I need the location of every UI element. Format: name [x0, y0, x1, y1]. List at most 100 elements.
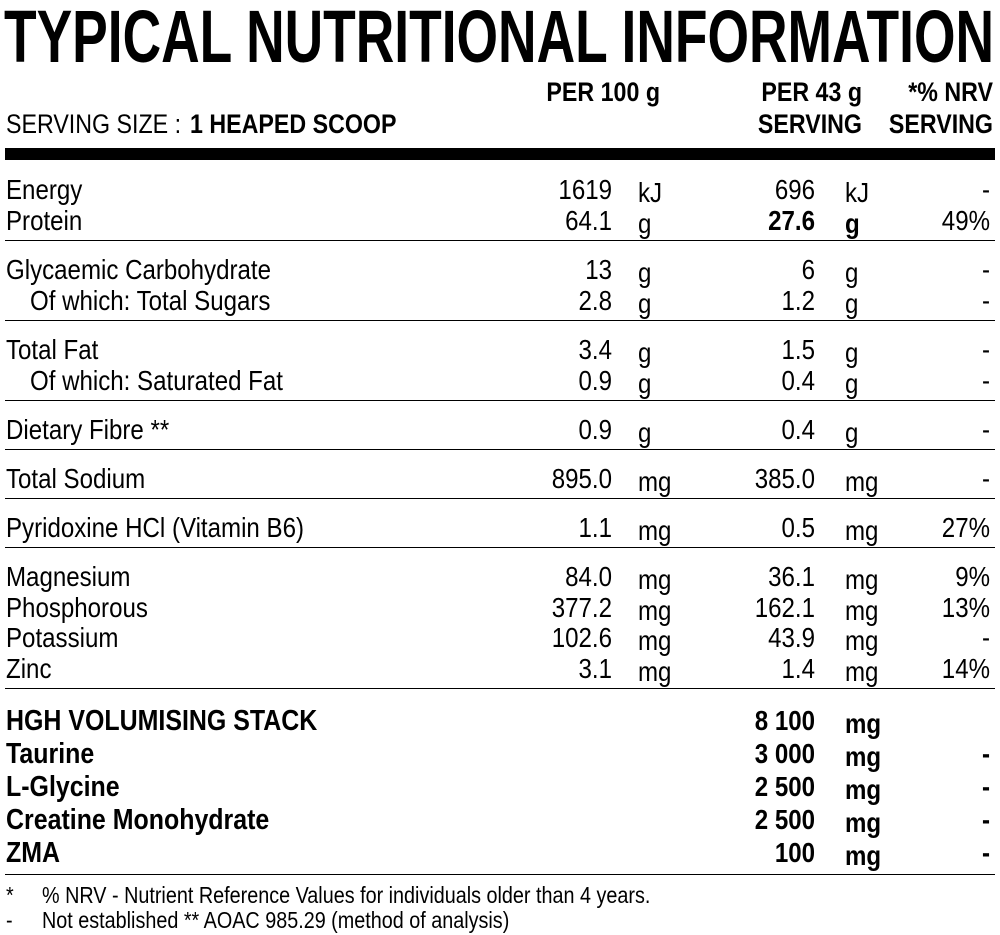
unit-per-100g: mg — [638, 625, 672, 656]
value-per-serving: 1.4 — [781, 652, 815, 684]
footnote-mark: - — [6, 907, 13, 933]
nutrient-name: Potassium — [6, 622, 119, 653]
nrv-value: 27% — [941, 512, 990, 543]
value-per-100g: 13 — [585, 254, 612, 285]
nrv-value: - — [981, 364, 990, 396]
row-divider — [5, 547, 995, 548]
nrv-value: - — [981, 622, 990, 653]
row-divider — [5, 498, 995, 499]
serving-size-value: 1 HEAPED SCOOP — [190, 109, 397, 139]
nrv-value: - — [981, 174, 990, 205]
column-header: SERVING — [757, 109, 862, 139]
unit-per-100g: mg — [638, 515, 672, 546]
value-per-100g: 0.9 — [578, 364, 612, 396]
nutrient-name: ZMA — [6, 837, 61, 869]
row-divider — [5, 400, 995, 401]
nutrient-name: L-Glycine — [6, 771, 120, 803]
value-per-serving: 0.4 — [781, 414, 815, 445]
value-per-100g: 1619 — [558, 174, 612, 205]
nrv-value: 13% — [941, 591, 990, 623]
value-per-serving: 6 — [801, 254, 815, 285]
unit-per-serving: mg — [845, 594, 879, 626]
unit-per-serving: mg — [845, 708, 882, 739]
unit-per-serving: mg — [845, 807, 882, 838]
row-divider — [5, 874, 995, 875]
unit-per-serving: mg — [845, 840, 882, 871]
unit-per-serving: mg — [845, 515, 879, 546]
nrv-value: - — [981, 837, 990, 868]
row-divider — [5, 449, 995, 450]
footnote-text: Not established ** AOAC 985.29 (method o… — [42, 907, 510, 933]
unit-per-serving: g — [845, 207, 860, 239]
nutrient-name: Total Fat — [6, 334, 99, 365]
unit-per-100g: g — [638, 257, 652, 288]
value-per-100g: 1.1 — [578, 512, 612, 543]
unit-per-100g: mg — [638, 655, 672, 687]
nutrient-name: Total Sodium — [6, 463, 146, 494]
value-per-serving: 2 500 — [754, 771, 815, 802]
column-header: PER 100 g — [546, 77, 660, 107]
nrv-value: - — [981, 414, 990, 445]
unit-per-serving: mg — [845, 625, 879, 656]
row-divider — [5, 688, 995, 689]
unit-per-serving: mg — [845, 741, 882, 772]
title: TYPICAL NUTRITIONAL INFORMATION — [4, 0, 994, 70]
nrv-value: 49% — [941, 204, 990, 236]
value-per-serving: 2 500 — [754, 804, 815, 835]
nutrient-name: Magnesium — [6, 561, 131, 592]
nrv-value: - — [981, 463, 990, 494]
unit-per-serving: g — [845, 367, 859, 399]
header-bar — [5, 148, 995, 160]
unit-per-serving: mg — [845, 655, 879, 687]
unit-per-100g: mg — [638, 466, 672, 497]
value-per-100g: 3.4 — [578, 334, 612, 365]
value-per-serving: 43.9 — [768, 622, 815, 653]
nutrient-name: Phosphorous — [6, 591, 148, 623]
nrv-value: - — [981, 254, 990, 285]
value-per-serving: 100 — [774, 837, 815, 868]
nrv-value: - — [981, 771, 990, 802]
value-per-serving: 8 100 — [754, 705, 815, 736]
value-per-serving: 1.2 — [781, 284, 815, 316]
nutrient-name: HGH VOLUMISING STACK — [6, 705, 318, 737]
unit-per-serving: mg — [845, 466, 879, 497]
value-per-100g: 84.0 — [565, 561, 612, 592]
title-box: TYPICAL NUTRITIONAL INFORMATION — [4, 0, 994, 70]
nutrient-name: Pyridoxine HCl (Vitamin B6) — [6, 512, 304, 543]
unit-per-100g: g — [638, 337, 652, 368]
nrv-value: - — [981, 284, 990, 316]
value-per-serving: 696 — [774, 174, 815, 205]
unit-per-serving: kJ — [845, 177, 870, 208]
value-per-100g: 2.8 — [578, 284, 612, 316]
column-header: SERVING — [888, 109, 993, 139]
unit-per-serving: g — [845, 337, 859, 368]
unit-per-serving: mg — [845, 564, 879, 595]
nutrient-name: Of which: Saturated Fat — [30, 364, 283, 396]
nutrient-name: Glycaemic Carbohydrate — [6, 254, 271, 285]
unit-per-100g: kJ — [638, 177, 663, 208]
unit-per-serving: mg — [845, 774, 882, 805]
nutrient-name: Creatine Monohydrate — [6, 804, 270, 836]
unit-per-100g: g — [638, 207, 652, 239]
row-divider — [5, 240, 995, 241]
nrv-value: 14% — [941, 652, 990, 684]
value-per-serving: 162.1 — [754, 591, 815, 623]
unit-per-serving: g — [845, 257, 859, 288]
nutrient-name: Dietary Fibre ** — [6, 414, 170, 445]
value-per-serving: 27.6 — [768, 204, 815, 236]
column-header: *% NRV — [908, 77, 993, 107]
nrv-value: - — [981, 334, 990, 365]
value-per-100g: 895.0 — [551, 463, 612, 494]
nrv-value: 9% — [955, 561, 990, 592]
unit-per-serving: g — [845, 417, 859, 448]
unit-per-100g: mg — [638, 564, 672, 595]
nutrient-name: Of which: Total Sugars — [30, 284, 271, 316]
unit-per-100g: g — [638, 287, 652, 319]
footnote-mark: * — [6, 882, 14, 908]
value-per-100g: 64.1 — [565, 204, 612, 236]
nutrient-name: Protein — [6, 204, 83, 236]
nutrient-name: Zinc — [6, 652, 52, 684]
footnote-text: % NRV - Nutrient Reference Values for in… — [42, 882, 651, 908]
value-per-100g: 0.9 — [578, 414, 612, 445]
